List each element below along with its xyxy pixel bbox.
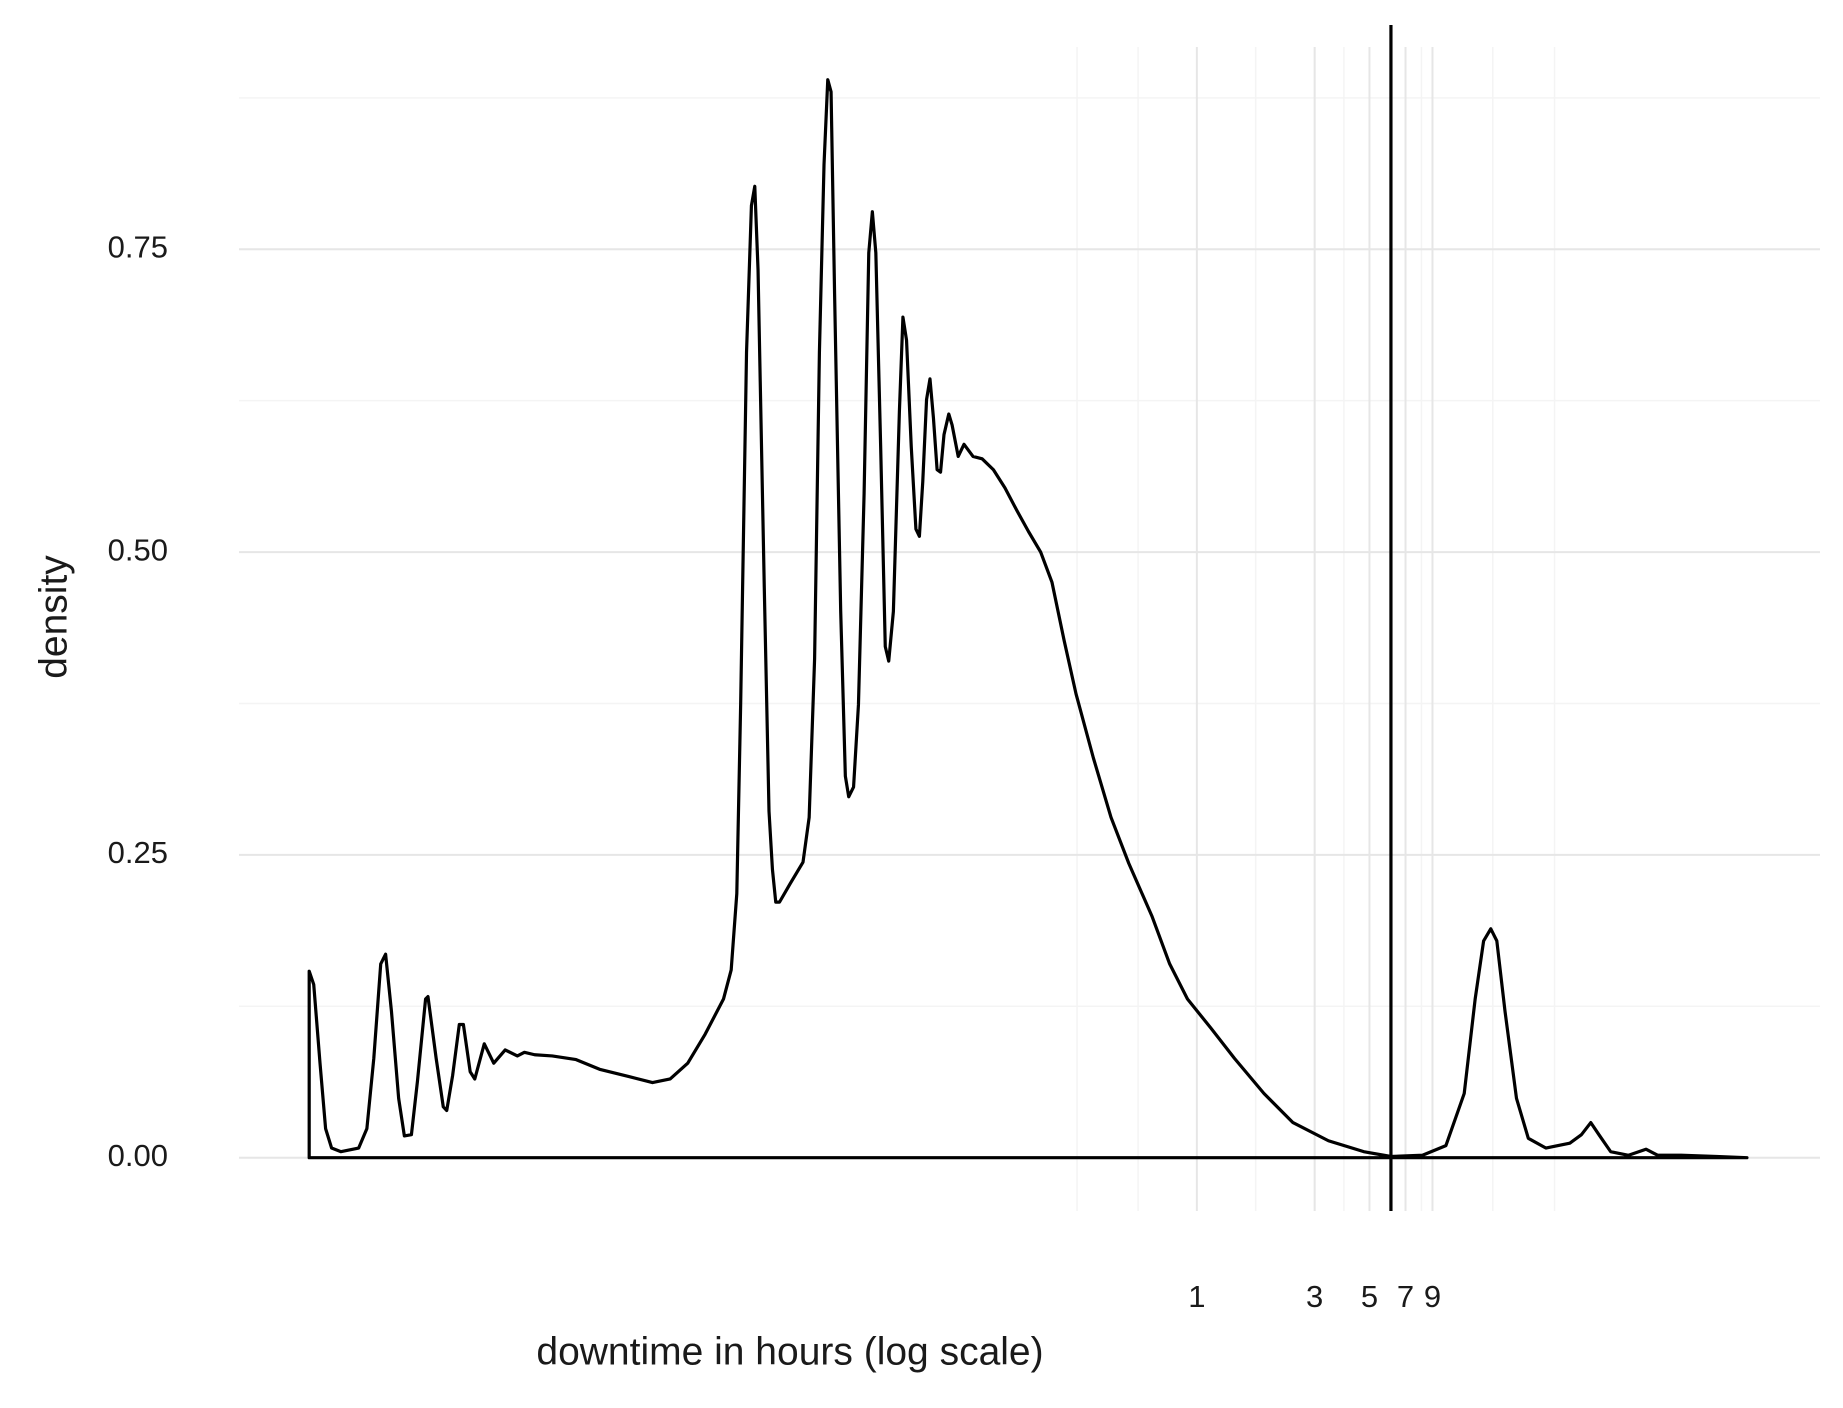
- x-tick-label: 1: [1188, 1279, 1205, 1314]
- y-tick-label: 0.00: [108, 1138, 168, 1173]
- y-tick-label: 0.75: [108, 229, 168, 264]
- tick-labels: 0.00 0.25 0.50 0.75 1 3 5 7 9: [108, 229, 1441, 1314]
- y-axis-title: density: [32, 555, 75, 679]
- density-curve: [307, 78, 1749, 1160]
- x-axis-title: downtime in hours (log scale): [536, 1330, 1043, 1373]
- x-tick-label: 7: [1397, 1279, 1414, 1314]
- x-tick-label: 9: [1424, 1279, 1441, 1314]
- plot-marks: [307, 25, 1749, 1211]
- x-tick-label: 5: [1361, 1279, 1378, 1314]
- x-tick-label: 3: [1306, 1279, 1323, 1314]
- y-tick-label: 0.25: [108, 835, 168, 870]
- grid: [239, 47, 1820, 1211]
- y-tick-label: 0.50: [108, 532, 168, 567]
